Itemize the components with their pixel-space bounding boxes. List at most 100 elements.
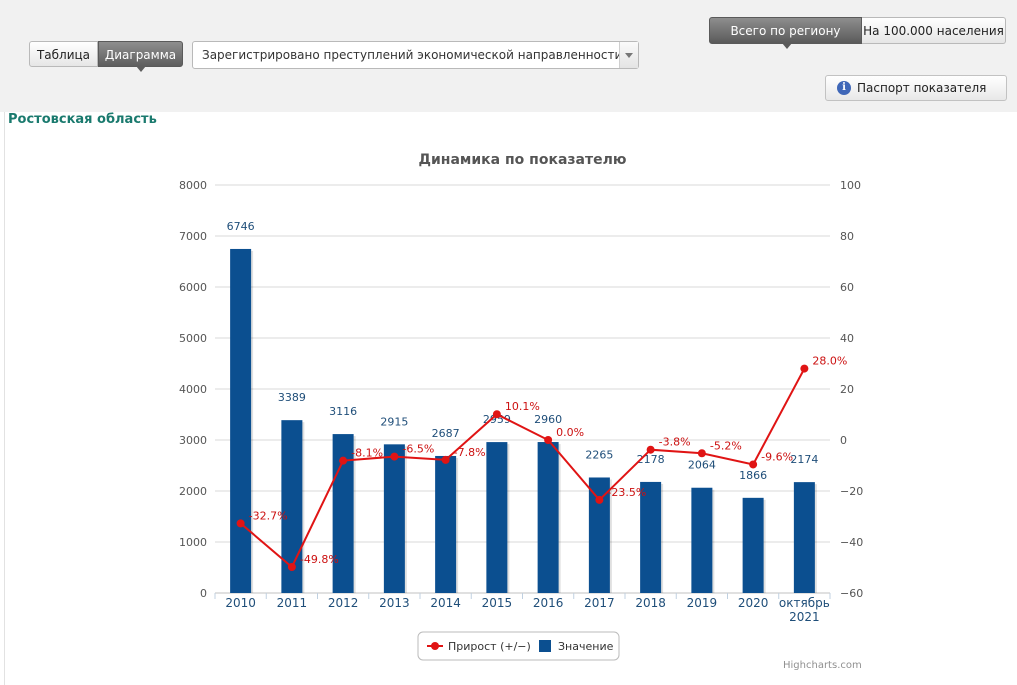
growth-data-label: -9.6% (761, 450, 793, 463)
bar (640, 481, 662, 593)
y-left-tick-label: 1000 (179, 536, 207, 549)
x-tick-label: 2013 (379, 596, 410, 610)
chevron-down-icon[interactable] (619, 42, 638, 68)
growth-point (441, 455, 450, 464)
y-right-tick-label: −40 (840, 536, 863, 549)
bar-data-label: 3389 (278, 391, 306, 404)
growth-data-label: -32.7% (249, 509, 288, 522)
growth-point (236, 519, 245, 528)
y-right-tick-label: 40 (840, 332, 854, 345)
legend-item-growth: Прирост (+/−) (448, 640, 531, 653)
bar (691, 487, 713, 593)
bar-data-label: 3116 (329, 405, 357, 418)
growth-data-label: -7.8% (454, 446, 486, 459)
chart-title: Динамика по показателю (419, 152, 627, 168)
bar (793, 482, 815, 593)
info-icon: i (837, 81, 851, 95)
bar-data-label: 2960 (534, 413, 562, 426)
growth-point (595, 495, 604, 504)
y-left-tick-label: 3000 (179, 434, 207, 447)
bar (435, 455, 457, 593)
growth-point (800, 364, 809, 373)
x-tick-label: 2020 (738, 596, 769, 610)
bar-data-label: 2064 (688, 459, 716, 472)
y-left-tick-label: 5000 (179, 332, 207, 345)
growth-point (390, 452, 399, 461)
bar-data-label: 6746 (227, 220, 255, 233)
growth-point (492, 410, 501, 419)
x-tick-label: октябрь (779, 596, 830, 610)
passport-button[interactable]: i Паспорт показателя (825, 75, 1007, 101)
y-right-tick-label: 20 (840, 383, 854, 396)
bar (230, 248, 252, 594)
x-tick-label: 2019 (687, 596, 718, 610)
y-left-tick-label: 0 (200, 587, 207, 600)
y-left-tick-label: 6000 (179, 281, 207, 294)
y-right-tick-label: 60 (840, 281, 854, 294)
bar (742, 497, 764, 593)
x-tick-label: 2012 (328, 596, 359, 610)
growth-data-label: -6.5% (402, 443, 434, 456)
growth-data-label: -3.8% (659, 436, 691, 449)
bar-data-label: 2265 (585, 448, 613, 461)
growth-data-label: -5.2% (710, 439, 742, 452)
bar-data-label: 2687 (432, 427, 460, 440)
bar (383, 444, 405, 593)
growth-point (749, 460, 758, 469)
bar (281, 420, 303, 593)
y-right-tick-label: 100 (840, 179, 861, 192)
legend-bar-symbol (539, 640, 551, 652)
x-tick-label: 2017 (584, 596, 615, 610)
y-right-tick-label: 0 (840, 434, 847, 447)
y-right-tick-label: −20 (840, 485, 863, 498)
bar-data-label: 1866 (739, 469, 767, 482)
growth-point (697, 449, 706, 458)
x-tick-label: 2010 (225, 596, 256, 610)
legend-item-value: Значение (558, 640, 614, 653)
growth-data-label: 0.0% (556, 426, 584, 439)
indicator-select-value: Зарегистрировано преступлений экономичес… (202, 48, 623, 62)
tab-per-100k[interactable]: На 100.000 населения (862, 17, 1006, 44)
y-left-tick-label: 4000 (179, 383, 207, 396)
y-left-tick-label: 2000 (179, 485, 207, 498)
y-right-tick-label: 80 (840, 230, 854, 243)
legend-box (417, 631, 620, 661)
bar (588, 477, 610, 593)
bar-data-label: 2915 (380, 415, 408, 428)
mode-tabs: Всего по региону На 100.000 населения (709, 17, 1006, 49)
x-tick-label: 2014 (430, 596, 461, 610)
passport-button-label: Паспорт показателя (857, 81, 987, 95)
growth-point (287, 562, 296, 571)
x-tick-label: 2011 (277, 596, 308, 610)
bar (486, 442, 508, 593)
growth-data-label: -23.5% (607, 486, 646, 499)
growth-data-label: 28.0% (812, 355, 847, 368)
left-border (4, 112, 5, 685)
highcharts-credit[interactable]: Highcharts.com (783, 660, 862, 671)
x-tick-label: 2018 (635, 596, 666, 610)
view-tabs: Таблица Диаграмма (29, 41, 183, 72)
x-tick-label: 2016 (533, 596, 564, 610)
growth-point (544, 436, 553, 444)
region-title: Ростовская область (8, 112, 157, 127)
indicator-select[interactable]: Зарегистрировано преступлений экономичес… (192, 41, 639, 69)
tab-region-total[interactable]: Всего по региону (709, 17, 862, 49)
x-tick-label: 2021 (789, 610, 820, 624)
growth-data-label: -49.8% (300, 553, 339, 566)
y-right-tick-label: −60 (840, 587, 863, 600)
bar (537, 442, 559, 593)
bar-data-label: 2174 (790, 453, 818, 466)
x-tick-label: 2015 (482, 596, 513, 610)
growth-data-label: -8.1% (351, 447, 383, 460)
bar-data-label: 2959 (483, 413, 511, 426)
tab-chart[interactable]: Диаграмма (98, 41, 183, 72)
y-left-tick-label: 7000 (179, 230, 207, 243)
legend-line-marker (431, 642, 439, 650)
growth-point (339, 456, 348, 465)
growth-line (239, 368, 806, 569)
y-left-tick-label: 8000 (179, 179, 207, 192)
tab-table[interactable]: Таблица (29, 41, 98, 67)
growth-data-label: 10.1% (505, 400, 540, 413)
growth-point (646, 445, 655, 454)
